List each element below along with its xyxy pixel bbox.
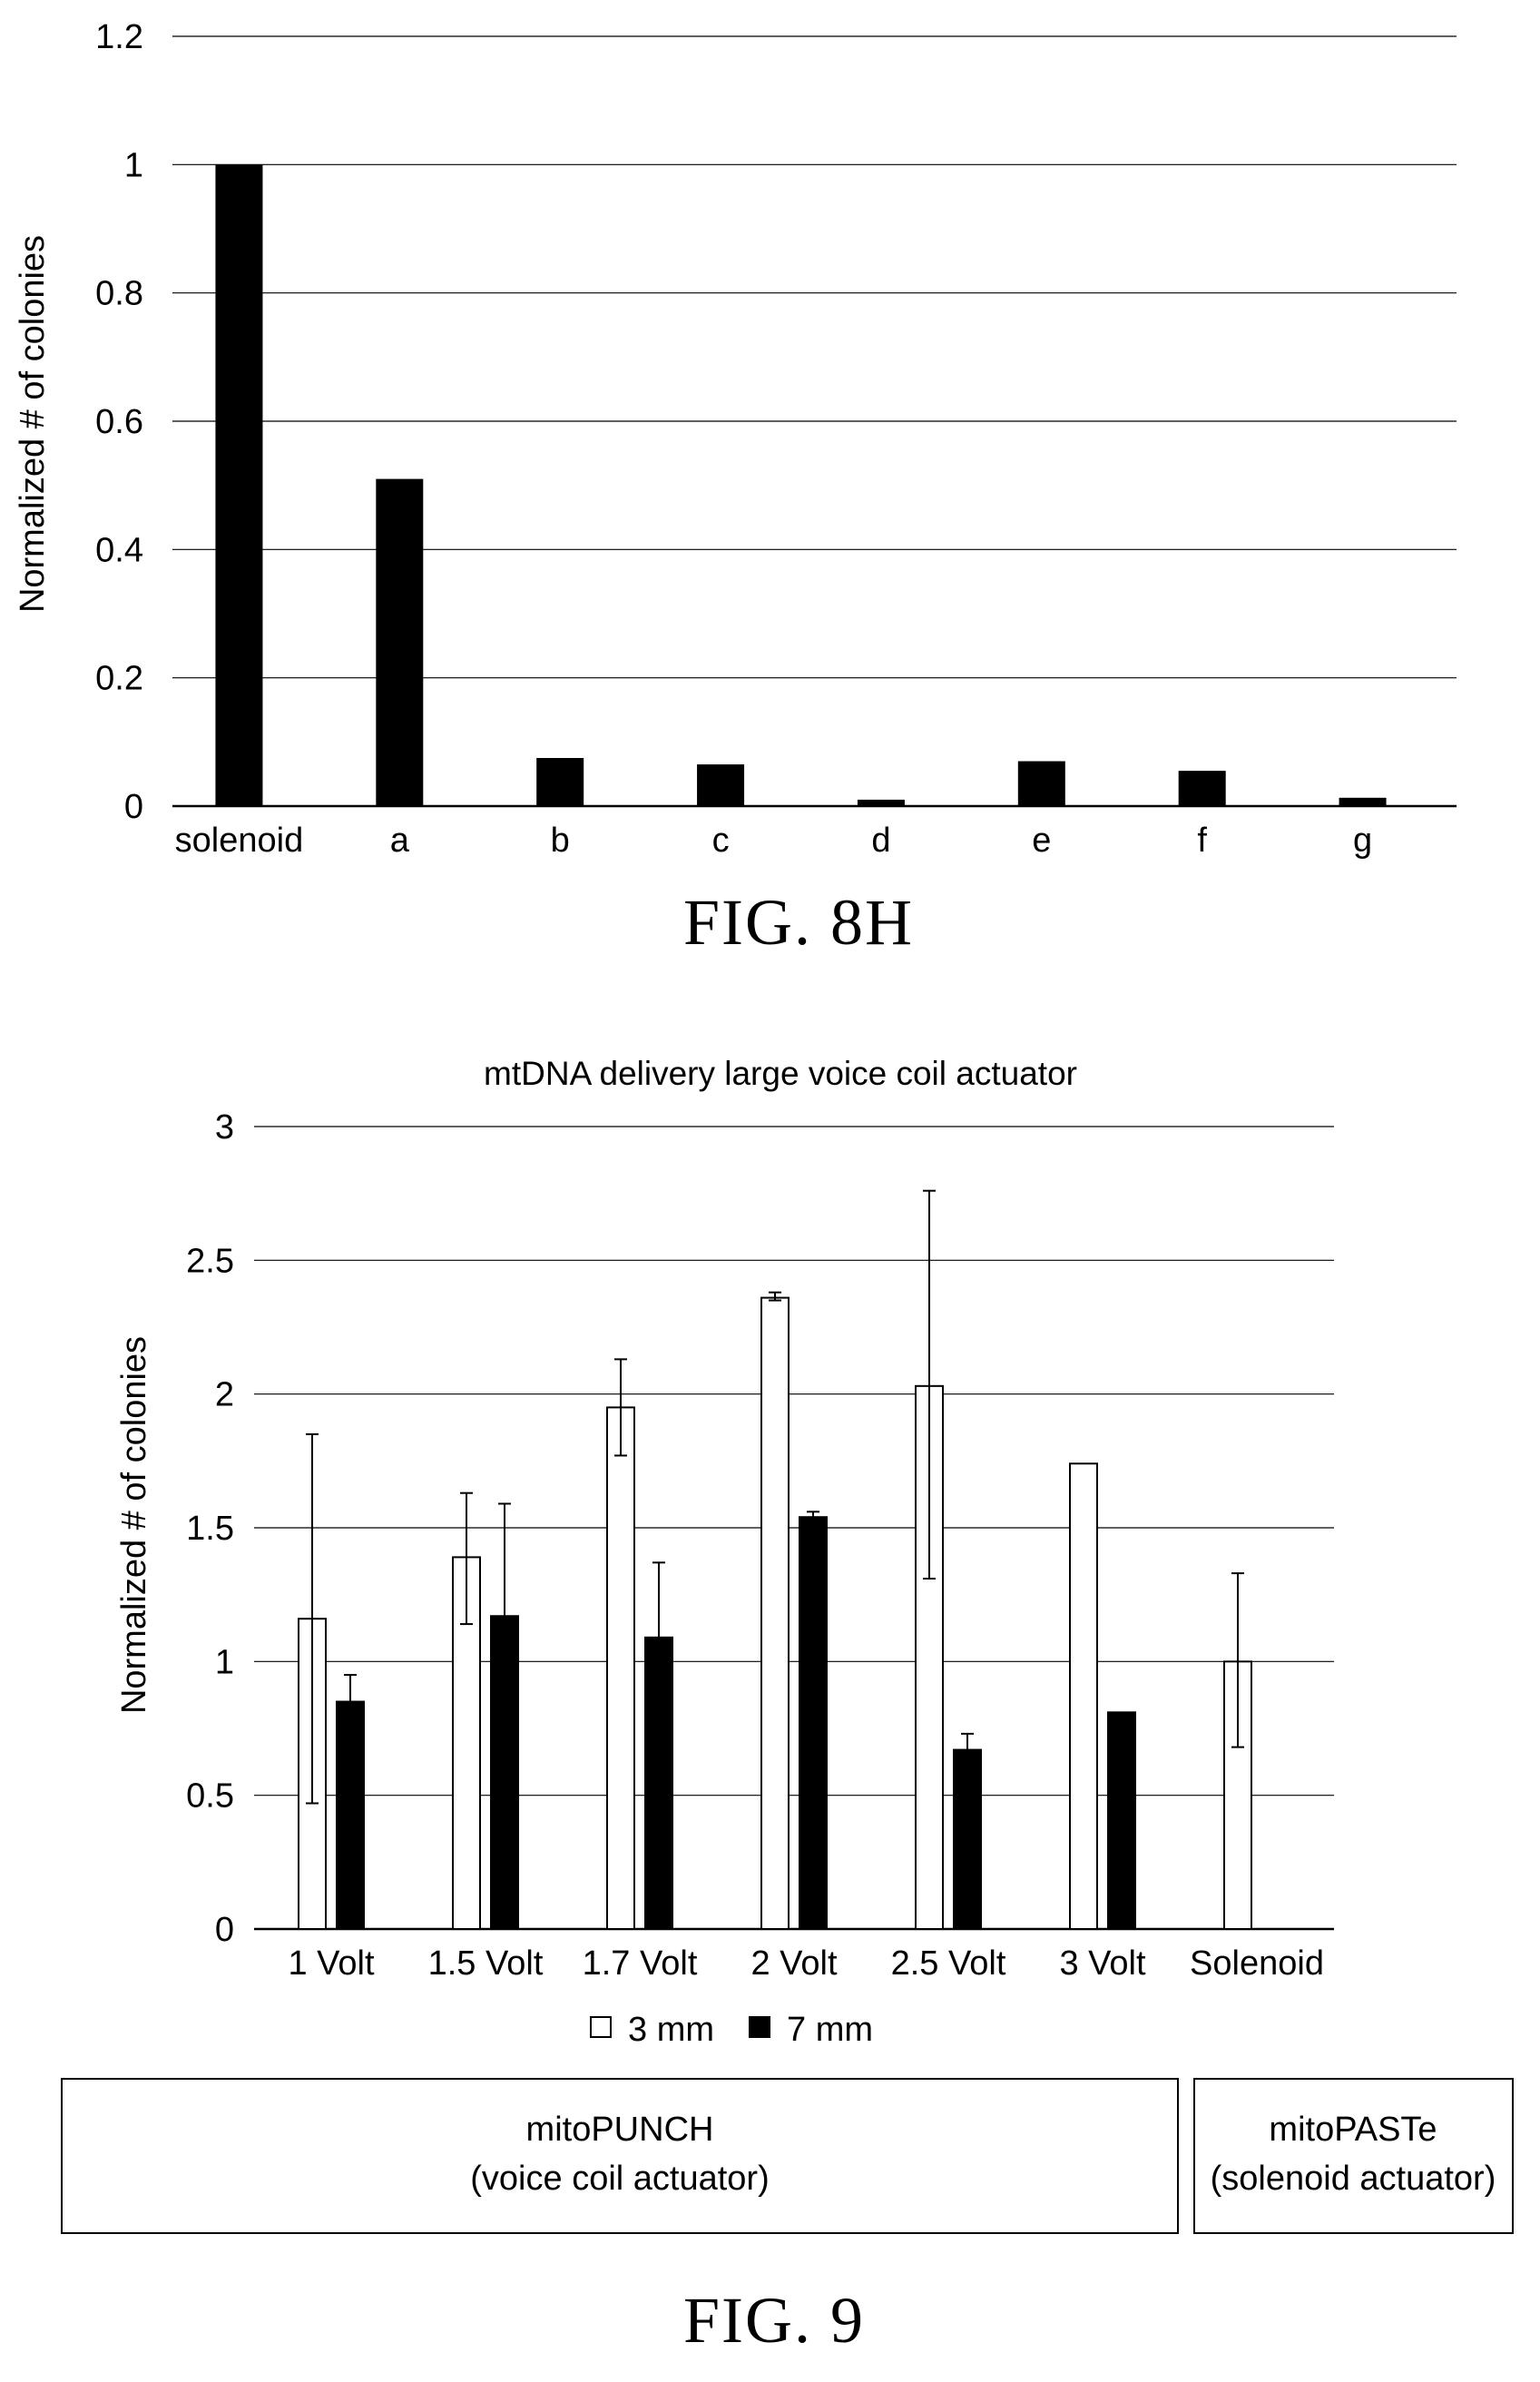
fig-8h-caption: FIG. 8H <box>683 886 914 959</box>
chart2-x-tick-label: 1 Volt <box>288 1944 375 1983</box>
chart1-y-tick-labels: 0 0.2 0.4 0.6 0.8 1 1.2 <box>95 18 143 826</box>
chart1-y-tick-label: 0.8 <box>95 275 143 313</box>
group-mitopaste-line2: (solenoid actuator) <box>1211 2160 1496 2198</box>
chart2-y-tick-label: 0 <box>215 1911 234 1949</box>
chart2-bar <box>490 1615 519 1930</box>
chart1-y-tick-label: 1.2 <box>95 18 143 56</box>
chart1-x-tick-label: f <box>1197 822 1207 860</box>
chart2-y-tick-labels: 0 0.5 1 1.5 2 2.5 3 <box>186 1108 234 1949</box>
group-box-mitopunch: mitoPUNCH (voice coil actuator) <box>61 2078 1179 2234</box>
chart2-x-tick-labels: 1 Volt 1.5 Volt 1.7 Volt 2 Volt 2.5 Volt 3 Vo… <box>288 1944 1323 1983</box>
legend-swatch-3mm <box>590 2016 612 2038</box>
chart1-y-axis-label: Normalized # of colonies <box>14 235 52 613</box>
chart1-gridlines <box>172 35 1457 808</box>
fig-9-caption: FIG. 9 <box>683 2284 865 2357</box>
legend-label-7mm: 7 mm <box>787 2011 873 2049</box>
chart1-y-tick-label: 0.4 <box>95 531 143 569</box>
chart2-bar <box>1069 1462 1098 1930</box>
chart1-y-tick-label: 0 <box>124 788 143 826</box>
chart1-y-tick-label: 0.6 <box>95 403 143 441</box>
chart1-bar <box>376 478 424 806</box>
legend-label-3mm: 3 mm <box>628 2011 714 2049</box>
chart1-bars <box>215 164 1387 807</box>
group-mitopunch-line1: mitoPUNCH <box>526 2111 714 2149</box>
chart1-bar <box>1017 761 1065 806</box>
chart2-bars <box>298 1296 1252 1931</box>
chart2-y-tick-label: 1 <box>215 1643 234 1681</box>
chart2-bar <box>760 1296 790 1930</box>
chart1-bar <box>857 799 905 806</box>
chart1-bar <box>697 764 745 806</box>
chart2-y-tick-label: 3 <box>215 1108 234 1147</box>
chart1-y-tick-label: 1 <box>124 146 143 184</box>
chart1-x-tick-label: a <box>390 822 410 860</box>
chart2-y-tick-label: 0.5 <box>186 1777 234 1816</box>
chart2-bar <box>644 1636 673 1931</box>
chart2-x-tick-label: Solenoid <box>1190 1944 1324 1983</box>
chart1-bar <box>1178 771 1226 806</box>
chart1-y-tick-label: 0.2 <box>95 660 143 698</box>
chart1-bar <box>215 164 263 807</box>
chart1-x-tick-label: solenoid <box>175 822 304 860</box>
chart1-bar <box>536 758 584 806</box>
chart2-x-tick-label: 3 Volt <box>1059 1944 1146 1983</box>
chart2-y-axis-label: Normalized # of colonies <box>115 1336 153 1714</box>
chart1-bar <box>1339 797 1387 806</box>
chart2-x-tick-label: 2.5 Volt <box>891 1944 1006 1983</box>
chart-fig-8h: 0 0.2 0.4 0.6 0.8 1 1.2 solenoid a b c d e f g Normal… <box>14 18 1457 959</box>
chart2-y-tick-label: 2 <box>215 1376 234 1414</box>
chart2-error-bars <box>306 1189 1244 1805</box>
chart2-bar <box>1107 1711 1136 1930</box>
group-mitopunch-line2: (voice coil actuator) <box>470 2160 769 2198</box>
chart2-title: mtDNA delivery large voice coil actuator <box>484 1055 1077 1092</box>
chart1-x-tick-label: e <box>1032 822 1051 860</box>
chart2-y-tick-label: 2.5 <box>186 1242 234 1280</box>
chart1-x-tick-label: b <box>551 822 570 860</box>
group-mitopaste-line1: mitoPASTe <box>1269 2111 1437 2149</box>
chart2-bar <box>915 1384 944 1930</box>
chart1-x-tick-label: g <box>1353 822 1372 860</box>
chart2-legend: 3 mm 7 mm <box>590 2011 873 2049</box>
chart2-x-tick-label: 1.5 Volt <box>428 1944 544 1983</box>
chart2-bar <box>606 1406 635 1930</box>
chart1-x-tick-label: c <box>712 822 730 860</box>
chart2-x-tick-label: 1.7 Volt <box>583 1944 698 1983</box>
chart1-x-tick-label: d <box>871 822 890 860</box>
chart2-bar <box>953 1748 982 1931</box>
chart-fig-9: mtDNA delivery large voice coil actuator… <box>61 1055 1514 2357</box>
chart2-bar <box>799 1516 828 1931</box>
group-box-mitopaste: mitoPASTe (solenoid actuator) <box>1193 2078 1514 2234</box>
chart2-x-tick-label: 2 Volt <box>750 1944 838 1983</box>
legend-swatch-7mm <box>749 2016 770 2038</box>
chart1-x-tick-labels: solenoid a b c d e f g <box>175 822 1372 860</box>
chart2-bar <box>336 1700 365 1930</box>
chart2-gridlines <box>254 1126 1334 1931</box>
chart2-y-tick-label: 1.5 <box>186 1510 234 1548</box>
